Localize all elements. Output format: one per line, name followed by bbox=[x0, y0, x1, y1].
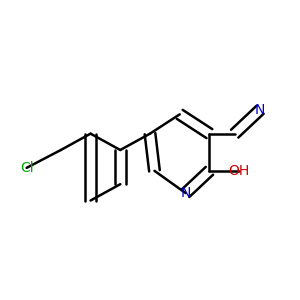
Text: N: N bbox=[255, 103, 265, 117]
Text: Cl: Cl bbox=[20, 161, 34, 175]
Text: OH: OH bbox=[229, 164, 250, 178]
Text: N: N bbox=[181, 186, 191, 200]
